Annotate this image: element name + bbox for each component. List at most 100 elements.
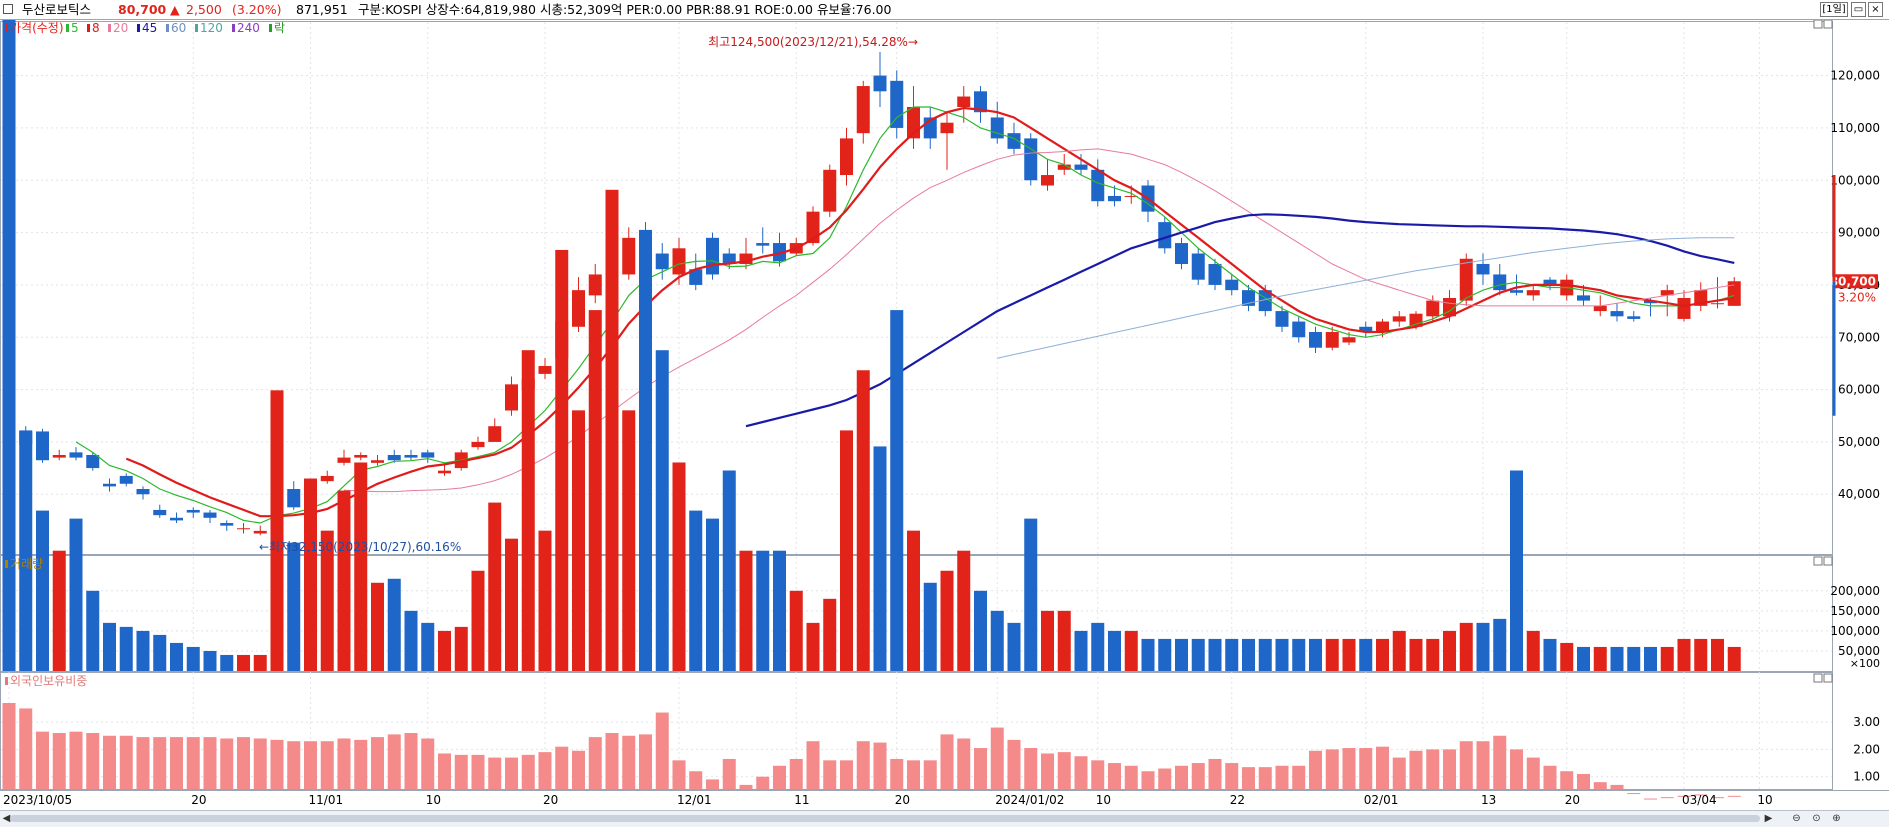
candle-body <box>1024 138 1038 181</box>
foreign-bar <box>304 741 317 789</box>
foreign-bar <box>856 741 870 789</box>
candle-body <box>1057 164 1071 170</box>
volume-bar <box>19 430 33 671</box>
foreign-bar <box>1577 773 1590 789</box>
foreign-bar <box>1660 797 1674 799</box>
volume-bar <box>69 518 83 671</box>
minimize-icon[interactable]: ▭ <box>1851 2 1866 17</box>
close-icon[interactable]: × <box>1868 2 1883 17</box>
candle-body <box>823 169 837 212</box>
zoom-out-icon[interactable]: ⊖ <box>1792 813 1801 824</box>
foreign-bar <box>1443 749 1456 789</box>
candle-body <box>505 384 518 411</box>
date-tick-label: 2024/01/02 <box>995 793 1064 807</box>
foreign-bar <box>1493 735 1507 789</box>
up-arrow-icon: ▲ <box>170 2 180 17</box>
zoom-in-icon[interactable]: ⊕ <box>1832 813 1841 824</box>
volume-bar <box>655 350 669 671</box>
foreign-bar <box>1007 739 1021 789</box>
foreign-bar <box>823 760 837 789</box>
foreign-bar <box>923 760 937 789</box>
select-checkbox[interactable] <box>3 4 13 14</box>
date-tick-label: 2023/10/05 <box>3 793 72 807</box>
foreign-bar <box>639 734 652 789</box>
price-legend-marker <box>269 24 272 32</box>
volume-bar <box>1292 638 1306 671</box>
volume-bar <box>1275 638 1289 671</box>
foreign-bar <box>203 737 217 789</box>
stock-chart[interactable]: 120,000110,000100,00090,00080,00070,0006… <box>0 0 1889 810</box>
candle-body <box>371 460 384 463</box>
volume-bar <box>304 478 317 671</box>
date-tick-label: 11 <box>794 793 809 807</box>
date-tick-label: 12/01 <box>677 793 712 807</box>
volume-bar <box>287 542 301 671</box>
ma-line-20 <box>343 148 1735 493</box>
foreign-bar <box>454 754 468 789</box>
volume-legend-marker <box>5 560 8 568</box>
date-tick-label: 20 <box>191 793 206 807</box>
candle-body <box>1091 169 1105 202</box>
candle-body <box>672 248 686 275</box>
volume-bar <box>1359 638 1373 671</box>
candle-body <box>170 517 183 521</box>
volume-bar <box>1041 610 1054 671</box>
price-tick-label: 60,000 <box>1838 383 1880 397</box>
candle-body <box>940 122 954 134</box>
date-tick-label: 13 <box>1481 793 1496 807</box>
axes: 120,000110,000100,00090,00080,00070,0006… <box>3 19 1880 807</box>
volume-bar <box>103 622 116 671</box>
volume-bar <box>1124 630 1138 671</box>
foreign-bar <box>1258 767 1272 789</box>
period-button[interactable]: [1일] <box>1820 2 1848 17</box>
candle-body <box>1325 332 1339 348</box>
volume-bar <box>471 570 485 671</box>
volume-bar <box>1409 638 1423 671</box>
foreign-bar <box>337 738 351 789</box>
volume-bar <box>1610 646 1624 671</box>
zoom-reset-icon[interactable]: ⊙ <box>1812 813 1821 824</box>
candle-body <box>572 290 585 327</box>
volume-bar <box>170 642 183 671</box>
candle-body <box>1711 303 1724 305</box>
candle-body <box>488 426 502 442</box>
price-legend-label: 락 <box>274 21 285 35</box>
high-annotation: 최고124,500(2023/12/21),54.28%→ <box>708 35 918 49</box>
foreign-bar <box>237 737 250 789</box>
volume-bar <box>639 229 652 671</box>
candle-body <box>1644 300 1657 304</box>
foreign-bar <box>622 735 636 789</box>
candle-body <box>1543 279 1557 285</box>
foreign-bar <box>1610 784 1624 789</box>
date-tick-label: 10 <box>1096 793 1111 807</box>
candle-body <box>1660 290 1674 296</box>
volume-bar <box>890 310 904 671</box>
scroll-thumb[interactable] <box>10 815 1760 822</box>
panel-close-icon <box>1823 556 1833 566</box>
candle-body <box>722 253 736 264</box>
volume-bar <box>1510 470 1523 671</box>
volume-bar <box>1593 646 1607 671</box>
foreign-bar <box>270 739 284 789</box>
volume-bar <box>1158 638 1172 671</box>
scroll-right-icon[interactable]: ▶ <box>1764 813 1773 824</box>
candle-body <box>1627 316 1641 319</box>
foreign-bar <box>722 758 736 789</box>
foreign-bar <box>739 784 753 789</box>
foreign-legend-label: 외국인보유비중 <box>10 674 87 688</box>
foreign-tick-label: 2.00 <box>1853 742 1880 756</box>
volume-bar <box>739 550 753 671</box>
foreign-bar <box>69 731 83 789</box>
candle-body <box>890 80 904 128</box>
foreign-bar <box>170 737 183 789</box>
foreign-bar <box>19 708 33 789</box>
volume-unit-label: ×100 <box>1850 657 1880 670</box>
horizontal-scrollbar[interactable]: ◀ ▶ ⊖ ⊙ ⊕ <box>0 810 1889 827</box>
price-tick-label: 90,000 <box>1838 226 1880 240</box>
candle-body <box>136 489 150 495</box>
price-tick-label: 110,000 <box>1830 121 1880 135</box>
volume-bar <box>337 490 351 671</box>
foreign-bar <box>1409 750 1423 789</box>
scroll-left-icon[interactable]: ◀ <box>2 813 11 824</box>
stock-info: 구분:KOSPI 상장수:64,819,980 시총:52,309억 PER:0… <box>358 2 892 17</box>
